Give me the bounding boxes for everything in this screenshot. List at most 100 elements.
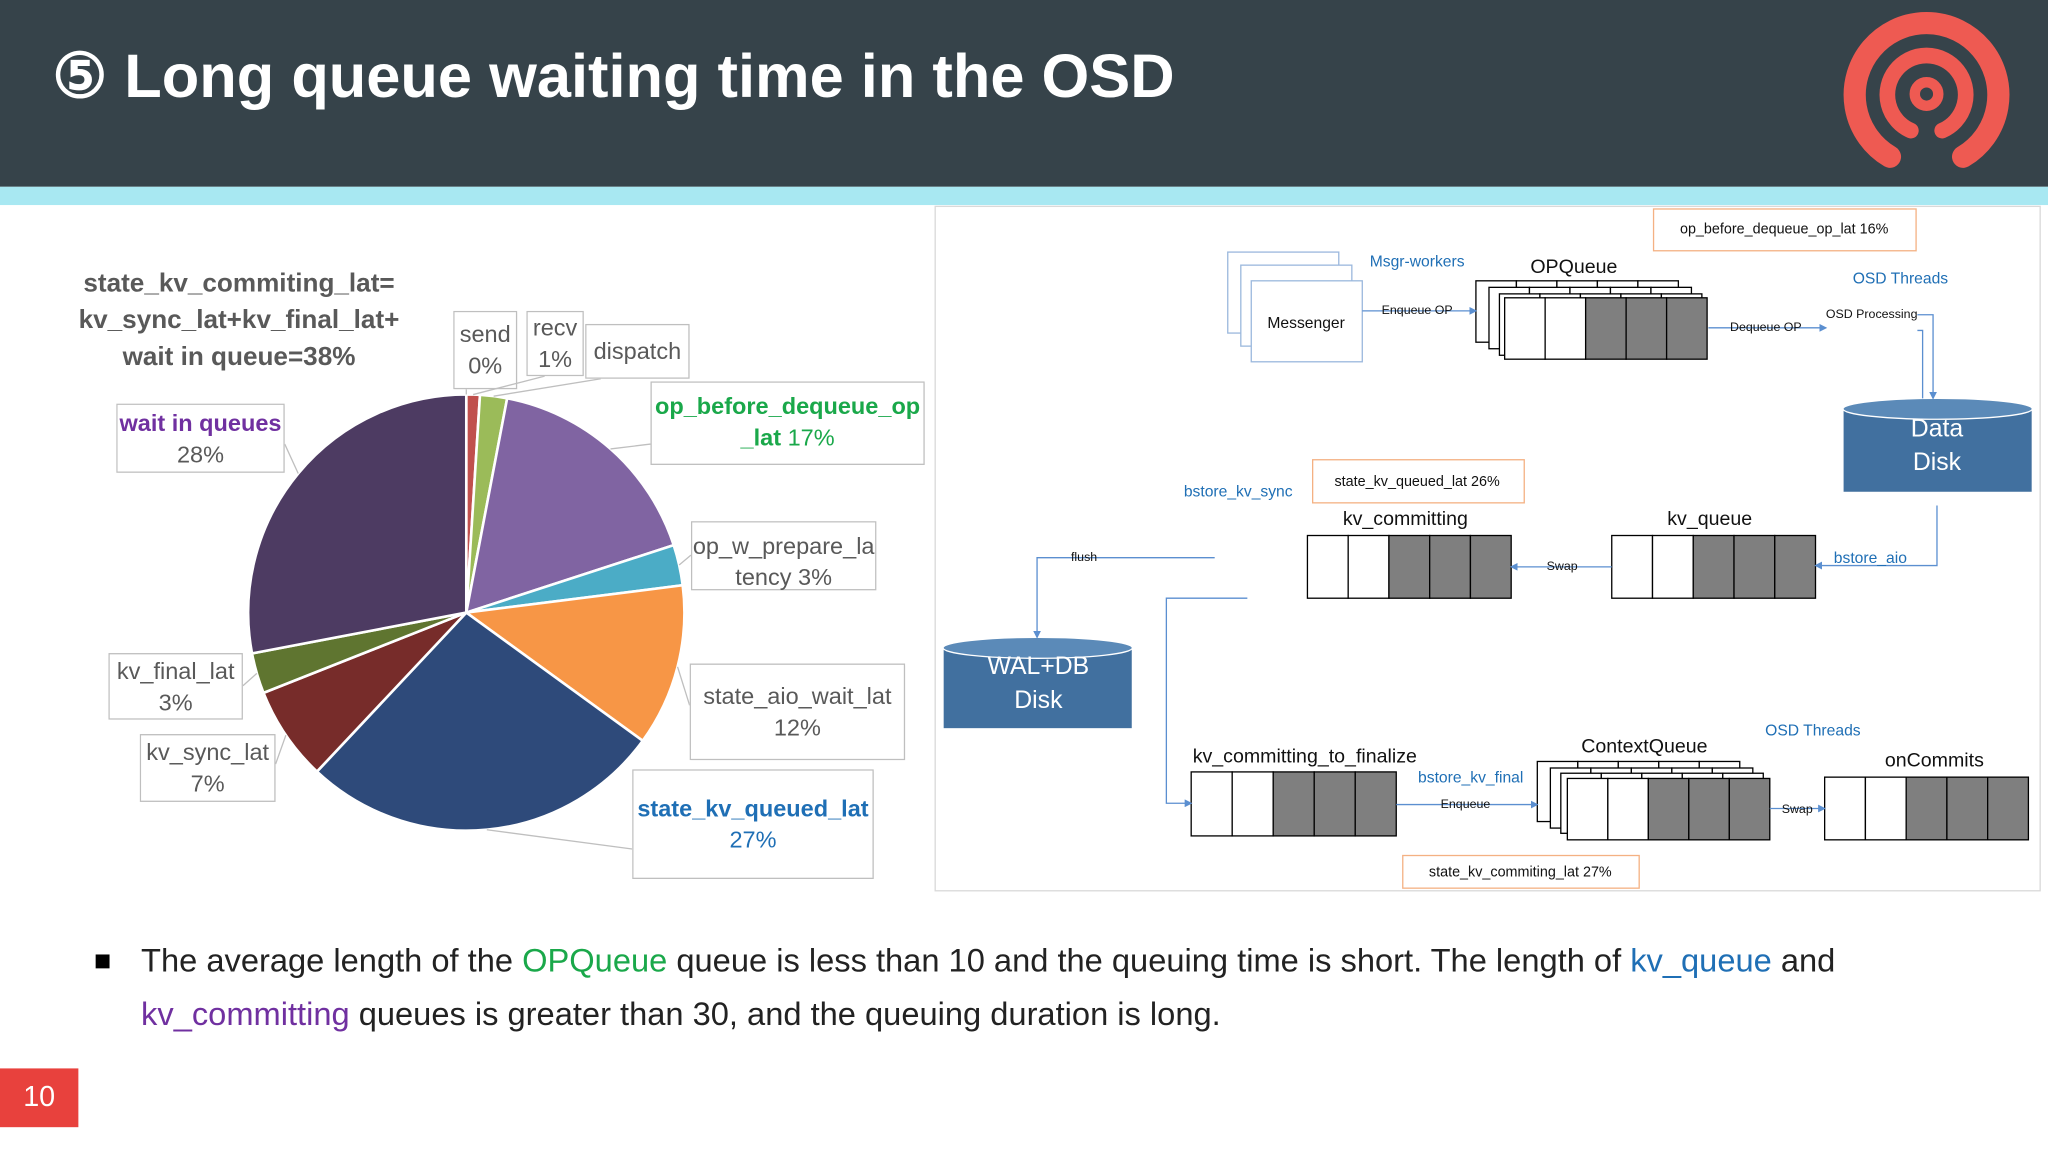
data-label: send 0%: [453, 310, 518, 390]
diagram-label: Swap: [1547, 559, 1578, 573]
annotation-line: wait in queue=38%: [122, 341, 356, 371]
queue-cell: [1774, 534, 1817, 599]
diagram-label: bstore_aio: [1834, 550, 1907, 567]
category-label: kv_sync_lat: [146, 739, 270, 766]
data-label: state_aio_wait_lat 12%: [689, 663, 906, 761]
value-label: 0%: [468, 352, 503, 379]
queue-cell: [1987, 776, 2030, 841]
diagram-label: Msgr-workers: [1370, 254, 1465, 271]
annotation-line: kv_sync_lat+kv_final_lat+: [79, 304, 400, 334]
label-box: wait in queues 28%: [116, 403, 285, 473]
diagram-label: Dequeue OP: [1730, 320, 1802, 334]
leader-line: [242, 672, 258, 687]
diagram-label: Disk: [1913, 449, 1962, 476]
metric-box: [1402, 854, 1640, 889]
queue-cell: [1388, 534, 1431, 599]
diagram-label: state_kv_commiting_lat 27%: [1429, 864, 1612, 880]
diagram-label: WAL+DB: [987, 653, 1089, 680]
pie-slice: [246, 393, 468, 655]
queue-cell: [1905, 776, 1948, 841]
queue-cell: [1190, 771, 1233, 837]
queue-cell: [1728, 777, 1771, 841]
diagram-label: Disk: [1014, 687, 1063, 714]
category-label: op_w_prepare_latency: [692, 532, 875, 591]
queue-cell: [1584, 297, 1627, 360]
diagram-label: Data: [1911, 415, 1964, 442]
diagram-label: state_kv_queued_lat 26%: [1335, 474, 1500, 490]
data-label: op_w_prepare_latency 3%: [690, 521, 877, 591]
diagram-frame: [934, 205, 2041, 892]
label-box: op_before_dequeue_op_lat 17%: [650, 381, 925, 465]
queue-cell: [1313, 771, 1356, 837]
label-box: recv 1%: [526, 310, 584, 377]
label-box: op_w_prepare_latency 3%: [690, 521, 877, 591]
diagram-label: Swap: [1782, 802, 1813, 816]
diagram-label: ContextQueue: [1581, 735, 1707, 757]
category-label: send: [459, 321, 511, 348]
pie-slice: [464, 396, 676, 615]
queue-cell: [1607, 777, 1649, 841]
queue-cell: [1688, 777, 1730, 841]
pie-slice: [462, 583, 686, 743]
queue-cell: [1272, 771, 1315, 837]
label-box: kv_sync_lat 7%: [139, 734, 276, 802]
slide-title: ⑤ Long queue waiting time in the OSD: [52, 42, 1174, 111]
data-label: kv_sync_lat 7%: [139, 734, 276, 802]
data-label: op_before_dequeue_op_lat 17%: [650, 381, 925, 465]
value-label: 12%: [773, 714, 821, 741]
label-box: send 0%: [453, 310, 518, 390]
value-label: 17%: [787, 424, 835, 451]
messenger-box: [1250, 280, 1363, 363]
queue-cell: [1354, 771, 1397, 837]
queue-cell: [1647, 777, 1690, 841]
bullet-line: The average length of the OPQueue queue …: [141, 941, 1835, 978]
diagram-label: Messenger: [1267, 315, 1344, 332]
queue-cell: [1625, 297, 1668, 360]
leader-line: [610, 443, 651, 450]
diagram-label: kv_committing_to_finalize: [1193, 746, 1417, 768]
diagram-label: kv_queue: [1667, 508, 1752, 530]
queue-cell: [1566, 777, 1609, 841]
page-number-box: [0, 1068, 79, 1128]
queue-cell: [1665, 297, 1708, 360]
connector: [1917, 314, 1937, 400]
label-box: kv_final_lat 3%: [108, 653, 243, 720]
value-label: 27%: [729, 826, 777, 853]
data-label: kv_final_lat 3%: [108, 653, 243, 720]
diagram-label: OSD Processing: [1826, 307, 1918, 321]
value-label: 1%: [538, 346, 573, 373]
queue-cell: [1733, 534, 1776, 599]
queue-cell: [1306, 534, 1349, 599]
metric-box: [1312, 459, 1525, 504]
label-box: state_kv_queued_lat 27%: [632, 769, 874, 880]
diagram-label: bstore_kv_sync: [1184, 484, 1293, 501]
category-label: dispatch: [593, 338, 682, 365]
category-label: state_aio_wait_lat: [703, 683, 892, 710]
diagram-label: Enqueue OP: [1382, 303, 1453, 317]
text: and: [1772, 941, 1836, 978]
connector: [1814, 505, 1938, 570]
queue-cell: [1611, 534, 1654, 599]
annotation-line: state_kv_commiting_lat=: [83, 268, 394, 298]
data-label: dispatch: [585, 323, 690, 379]
diagram-label: onCommits: [1885, 750, 1984, 772]
data-label: wait in queues 28%: [116, 403, 285, 473]
queue-cell: [1231, 771, 1274, 837]
queue-cell: [1692, 534, 1735, 599]
pie-annotation: state_kv_commiting_lat= kv_sync_lat+kv_fi…: [79, 268, 400, 371]
category-label: kv_final_lat: [116, 657, 235, 684]
header-stripe: [0, 186, 2048, 206]
queue-cell: [1946, 776, 1989, 841]
queue-cell: [1429, 534, 1472, 599]
queue-cell: [1469, 534, 1512, 599]
diagram-label: op_before_dequeue_op_lat 16%: [1680, 222, 1889, 238]
connector: [1165, 597, 1248, 808]
queue-cell: [1823, 776, 1867, 841]
diagram-label: kv_committing: [1343, 508, 1468, 530]
leader-line: [486, 829, 633, 850]
disk-body: [942, 647, 1134, 730]
queue-cell: [1347, 534, 1390, 599]
page-number: 10: [23, 1081, 55, 1113]
